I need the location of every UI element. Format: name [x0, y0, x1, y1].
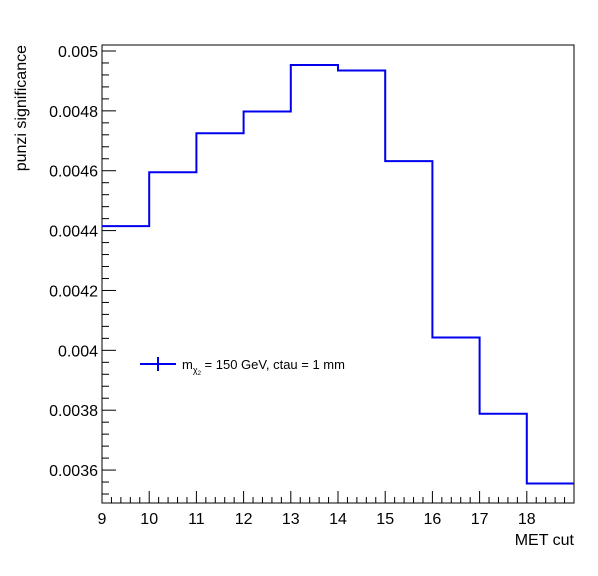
- series-step-line: [102, 64, 574, 485]
- minor-ticks: [102, 62, 566, 503]
- x-tick-label: 16: [424, 511, 442, 528]
- y-axis-label: punzi significance: [13, 45, 30, 171]
- x-axis-label: MET cut: [515, 532, 575, 549]
- y-tick-labels: 0.0036 0.0038 0.004 0.0042 0.0044 0.0046 0.004…: [49, 44, 98, 480]
- legend-subscript: χ: [193, 365, 198, 375]
- x-tick-label: 17: [471, 511, 489, 528]
- legend-rest: = 150 GeV, ctau = 1 mm: [201, 357, 345, 372]
- x-tick-labels: 9 10 11 12 13 14 15 16 17 18: [98, 511, 536, 528]
- y-tick-label: 0.0046: [49, 164, 98, 181]
- x-tick-label: 9: [98, 511, 107, 528]
- x-tick-label: 12: [235, 511, 253, 528]
- y-tick-label: 0.0044: [49, 224, 98, 241]
- x-tick-label: 11: [188, 511, 205, 528]
- plot-frame: [101, 44, 575, 504]
- x-tick-label: 15: [376, 511, 394, 528]
- x-tick-label: 14: [329, 511, 347, 528]
- y-tick-label: 0.0048: [49, 104, 98, 121]
- legend-text: mχ2 = 150 GeV, ctau = 1 mm: [182, 357, 345, 377]
- y-tick-label: 0.0038: [49, 403, 98, 420]
- x-tick-label: 13: [282, 511, 300, 528]
- x-tick-label: 18: [518, 511, 536, 528]
- legend: mχ2 = 150 GeV, ctau = 1 mm: [140, 357, 345, 377]
- y-tick-label: 0.005: [58, 44, 98, 61]
- y-tick-label: 0.0036: [49, 463, 98, 480]
- legend-subsubscript: 2: [198, 371, 202, 377]
- major-ticks: [101, 50, 528, 503]
- x-tick-label: 10: [140, 511, 158, 528]
- y-tick-label: 0.004: [58, 343, 98, 360]
- legend-mass-label: m: [182, 357, 193, 372]
- y-tick-label: 0.0042: [49, 283, 98, 300]
